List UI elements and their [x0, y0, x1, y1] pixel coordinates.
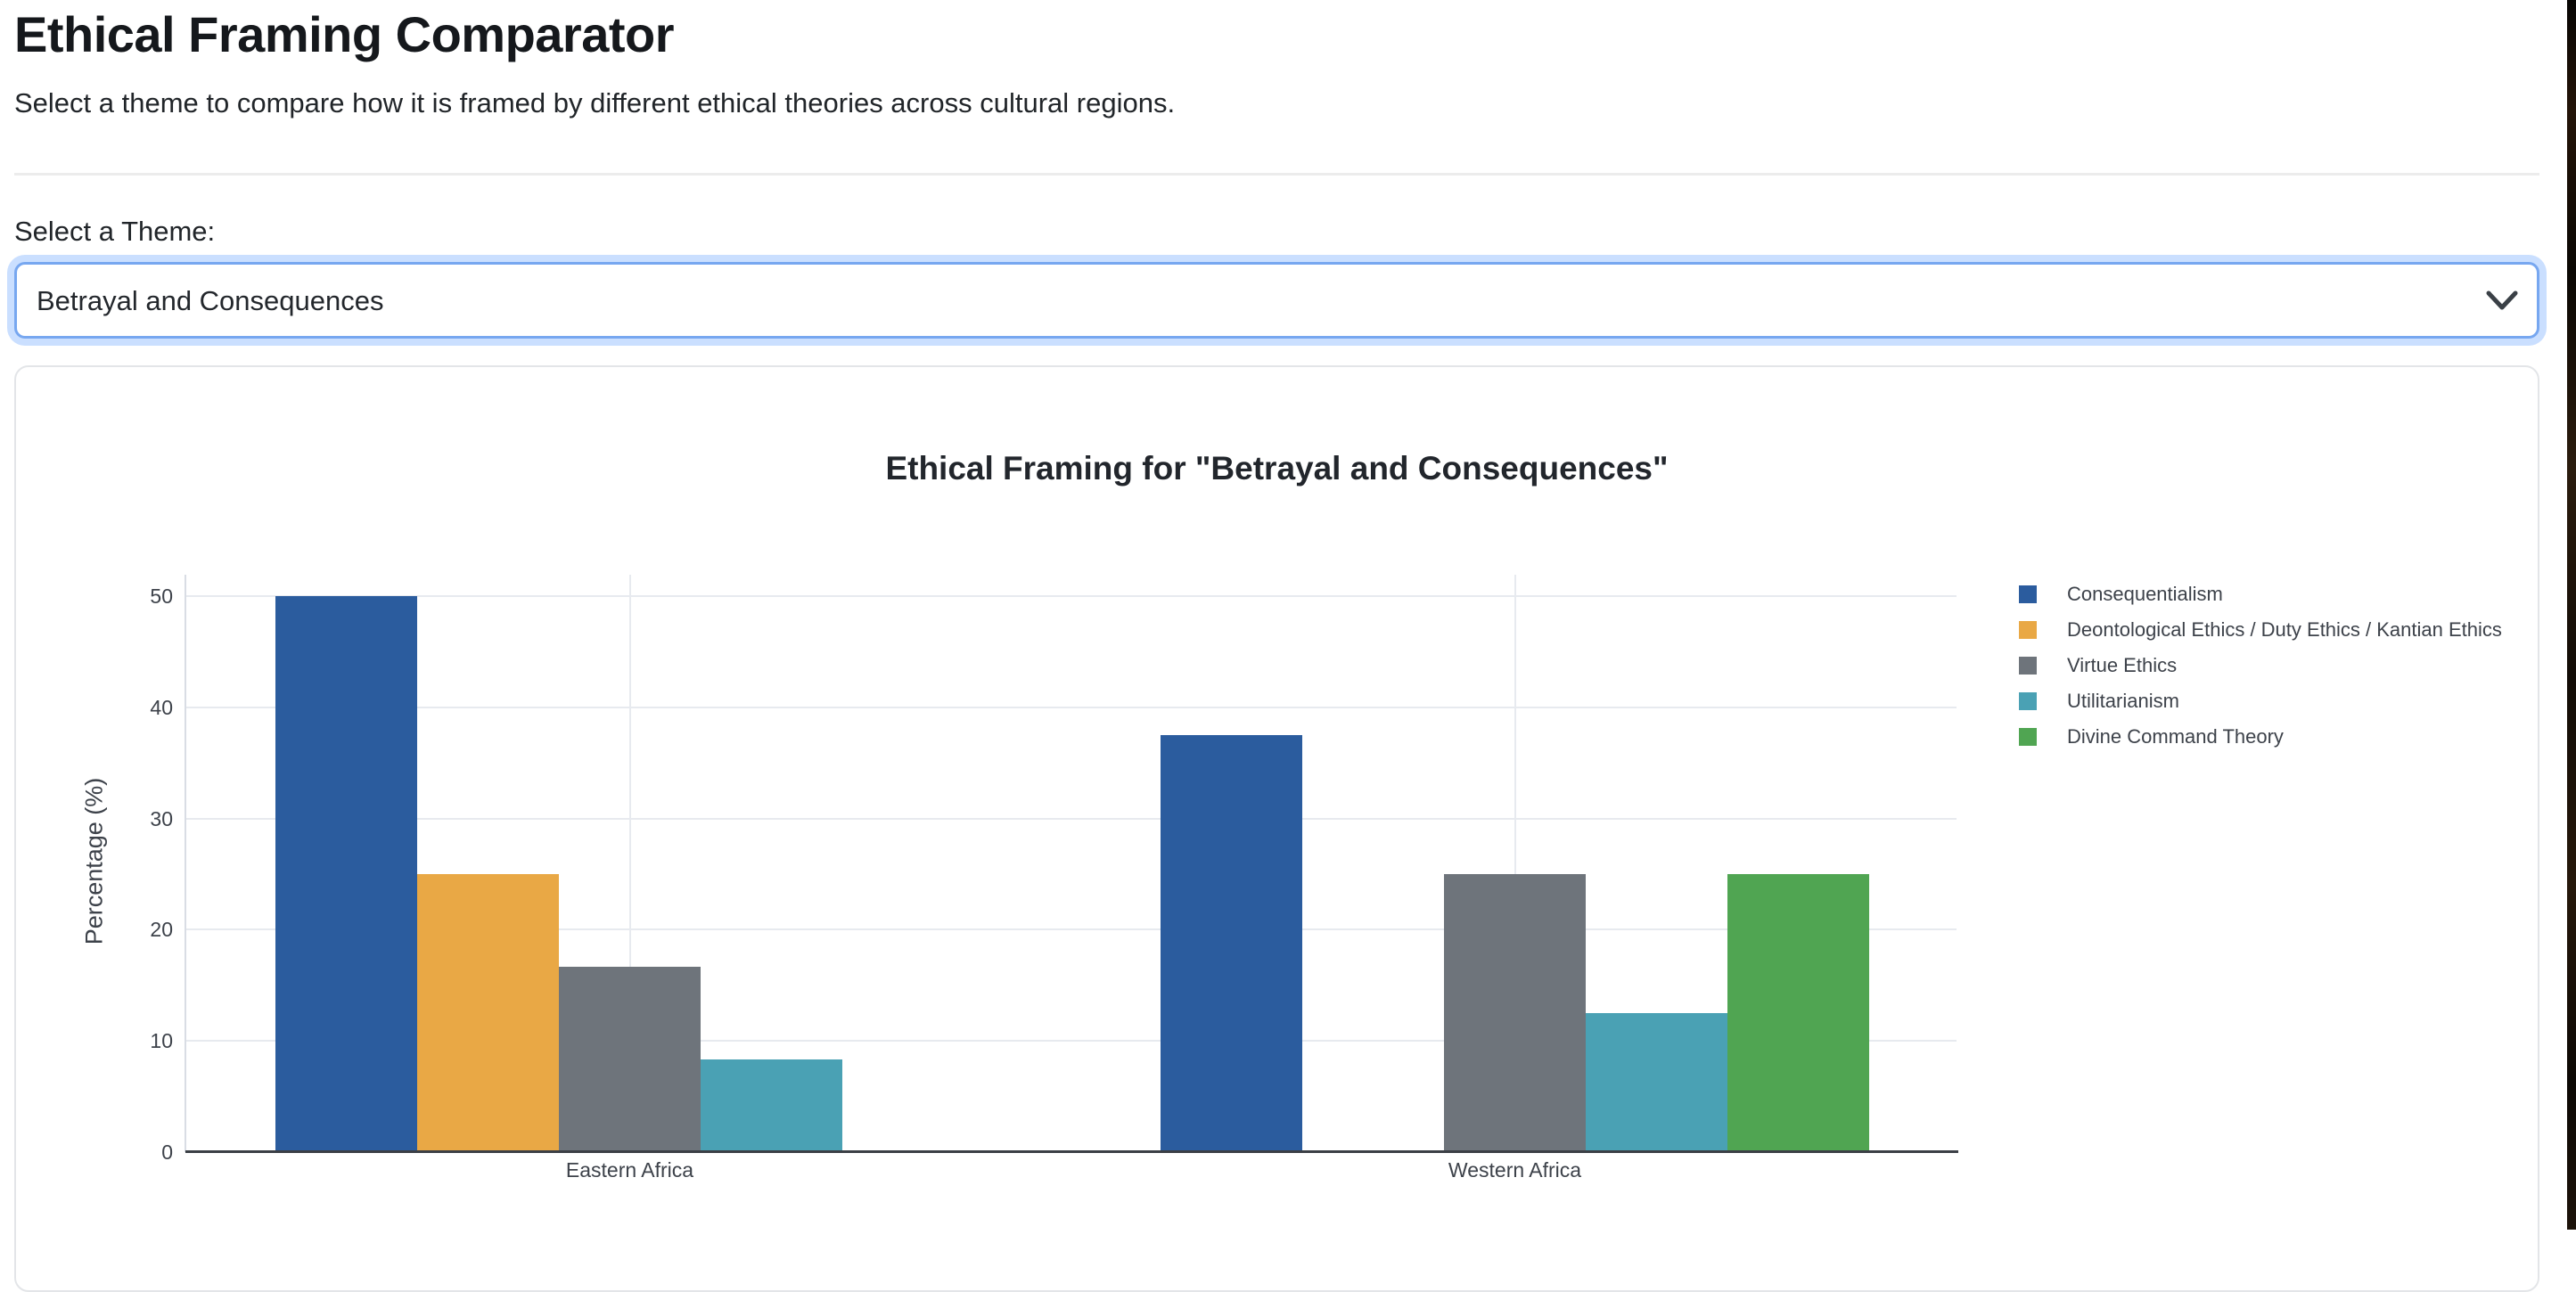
legend-item-consequentialism[interactable]: Consequentialism — [2019, 583, 2223, 605]
bar-virtue-ethics-eastern-africa[interactable] — [559, 966, 701, 1152]
x-category-label: Western Africa — [1448, 1158, 1582, 1182]
legend-label: Deontological Ethics / Duty Ethics / Kan… — [2067, 618, 2502, 641]
legend-swatch — [2019, 621, 2037, 639]
x-axis-line — [185, 1150, 1958, 1153]
bar-virtue-ethics-western-africa[interactable] — [1444, 874, 1586, 1152]
y-tick-label: 30 — [150, 806, 173, 830]
bar-chart-plot-area: 0 10 20 30 40 50 Eastern Africa Western Africa C… — [150, 575, 2502, 1182]
h-gridline — [185, 817, 1957, 820]
bar-utilitarianism-eastern-africa[interactable] — [701, 1059, 842, 1152]
y-tick-label: 40 — [150, 695, 173, 719]
legend-item-virtue-ethics[interactable]: Virtue Ethics — [2019, 654, 2178, 676]
bar-utilitarianism-western-africa[interactable] — [1586, 1013, 1727, 1152]
bar-divine-command-theory-western-africa[interactable] — [1727, 874, 1869, 1152]
bar-deontological-ethics-duty-ethics-kantian-ethics-eastern-africa[interactable] — [417, 874, 559, 1152]
bar-consequentialism-eastern-africa[interactable] — [275, 596, 417, 1152]
legend-label: Virtue Ethics — [2067, 654, 2178, 676]
theme-select-label: Select a Theme: — [14, 216, 216, 247]
legend-label: Consequentialism — [2067, 583, 2223, 605]
legend-item-divine-command-theory[interactable]: Divine Command Theory — [2019, 725, 2284, 748]
v-gridline — [1514, 575, 1516, 1152]
legend-label: Utilitarianism — [2067, 690, 2179, 712]
y-axis-line — [185, 575, 186, 1152]
h-gridline — [185, 1040, 1957, 1043]
legend-item-deontological-ethics-duty-ethics-kantian-ethics[interactable]: Deontological Ethics / Duty Ethics / Kan… — [2019, 618, 2502, 641]
page-subtitle: Select a theme to compare how it is fram… — [14, 87, 1176, 119]
legend-swatch — [2019, 728, 2037, 746]
h-gridline — [185, 706, 1957, 708]
legend-label: Divine Command Theory — [2067, 725, 2284, 748]
y-tick-label: 10 — [150, 1029, 173, 1053]
desktop-wallpaper-strip — [2567, 0, 2576, 1230]
theme-select[interactable]: Betrayal and Consequences — [14, 262, 2539, 339]
y-tick-label: 50 — [150, 585, 173, 608]
x-category-label: Eastern Africa — [565, 1158, 694, 1182]
v-gridline — [628, 575, 631, 1152]
page-title: Ethical Framing Comparator — [14, 6, 675, 62]
h-gridline — [185, 595, 1957, 597]
y-tick-label: 0 — [161, 1141, 173, 1164]
bar-consequentialism-western-africa[interactable] — [1161, 735, 1302, 1152]
y-tick-label: 20 — [150, 918, 173, 942]
legend-swatch — [2019, 585, 2037, 603]
legend-swatch — [2019, 692, 2037, 710]
legend-item-utilitarianism[interactable]: Utilitarianism — [2019, 690, 2179, 712]
h-gridline — [185, 928, 1957, 931]
header-divider — [14, 173, 2539, 176]
legend-swatch — [2019, 657, 2037, 675]
chart-title: Ethical Framing for "Betrayal and Conseq… — [885, 450, 1669, 487]
